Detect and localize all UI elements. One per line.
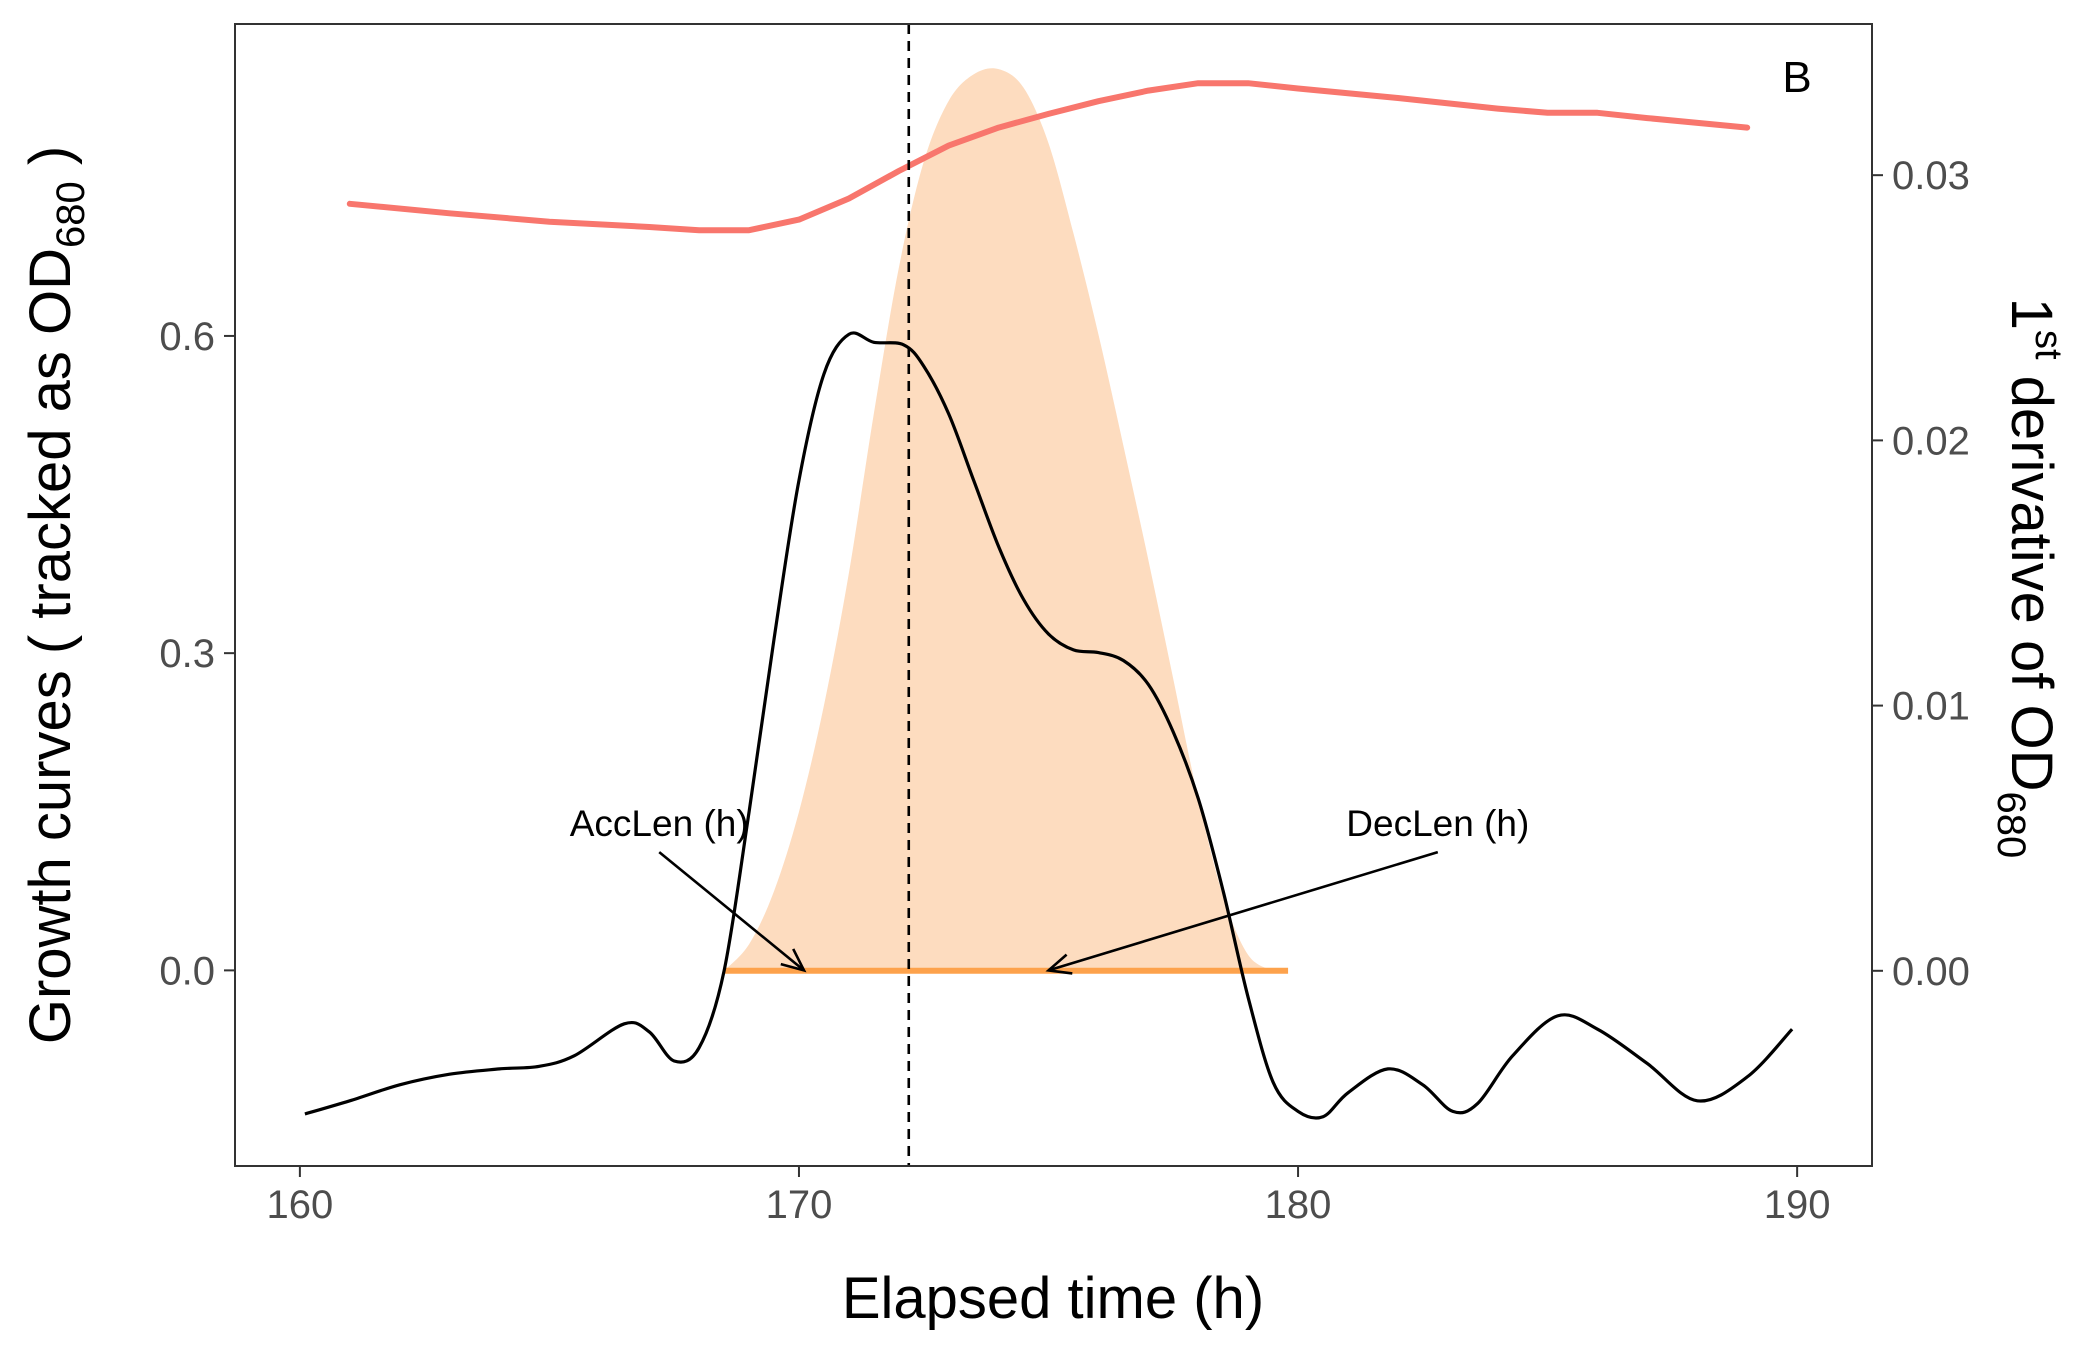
- growth-curve-line: [346, 80, 1751, 234]
- y-axis-right-title-sup: st: [2027, 330, 2069, 360]
- y-axis-left-title-sub: 680: [49, 181, 93, 248]
- y-axis-left: 0.0 0.3 0.6: [159, 315, 235, 993]
- y-axis-right-title-sub: 680: [1989, 792, 2033, 859]
- x-tick-label: 190: [1764, 1183, 1831, 1227]
- x-tick-label: 170: [766, 1183, 833, 1227]
- x-axis-title: Elapsed time (h): [842, 1266, 1264, 1331]
- annotation-layer: AccLen (h) DecLen (h): [570, 803, 1529, 975]
- y-left-tick-label: 0.3: [159, 632, 215, 676]
- x-axis: 160 170 180 190: [267, 1166, 1831, 1227]
- panel-frame: [234, 23, 1873, 1167]
- x-tick-label: 180: [1265, 1183, 1332, 1227]
- y-left-tick-label: 0.0: [159, 949, 215, 993]
- y-axis-right-title-text: derivative of OD: [1999, 360, 2064, 792]
- panel-tag: B: [1782, 53, 1811, 102]
- y-axis-left-title-close: ): [18, 146, 83, 181]
- derivative-fill-area: [724, 68, 1274, 971]
- derivative-curve-line: [304, 331, 1794, 1120]
- annotation-arrowhead-0: [780, 948, 807, 973]
- annotation-label-0: AccLen (h): [570, 803, 749, 844]
- y-right-tick-label: 0.00: [1892, 950, 1970, 994]
- y-right-tick-label: 0.03: [1892, 154, 1970, 198]
- y-axis-left-title: Growth curves ( tracked as OD680 ): [18, 146, 93, 1044]
- y-right-tick-label: 0.02: [1892, 419, 1970, 463]
- y-axis-left-title-text: Growth curves ( tracked as OD: [18, 248, 83, 1044]
- y-left-tick-label: 0.6: [159, 315, 215, 359]
- annotation-arrow-1: [1048, 850, 1439, 972]
- y-axis-right: 0.00 0.01 0.02 0.03: [1872, 154, 1970, 994]
- plot-data-layer: [304, 24, 1794, 1166]
- annotation-label-1: DecLen (h): [1346, 803, 1529, 844]
- y-axis-right-title-pre: 1: [1999, 298, 2064, 330]
- y-right-tick-label: 0.01: [1892, 685, 1970, 729]
- y-axis-right-title: 1st derivative of OD680: [1989, 298, 2069, 859]
- annotation-arrow-0: [658, 851, 805, 972]
- annotation-arrowhead-1: [1045, 953, 1073, 975]
- x-tick-label: 160: [267, 1183, 334, 1227]
